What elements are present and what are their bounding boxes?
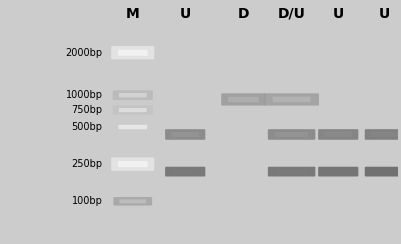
Text: D/U: D/U [277, 7, 305, 21]
FancyBboxPatch shape [267, 167, 314, 176]
Text: D: D [237, 7, 249, 21]
FancyBboxPatch shape [272, 97, 310, 102]
FancyBboxPatch shape [324, 132, 351, 137]
Text: 250bp: 250bp [71, 159, 102, 169]
FancyBboxPatch shape [263, 93, 318, 106]
FancyBboxPatch shape [118, 125, 147, 129]
FancyBboxPatch shape [221, 93, 265, 106]
Text: U: U [332, 7, 343, 21]
FancyBboxPatch shape [111, 157, 154, 171]
FancyBboxPatch shape [370, 169, 398, 174]
FancyBboxPatch shape [112, 90, 152, 100]
FancyBboxPatch shape [275, 169, 307, 174]
FancyBboxPatch shape [113, 197, 152, 206]
FancyBboxPatch shape [228, 97, 258, 102]
FancyBboxPatch shape [117, 50, 147, 56]
FancyBboxPatch shape [370, 132, 398, 137]
FancyBboxPatch shape [119, 93, 146, 97]
FancyBboxPatch shape [111, 46, 154, 60]
FancyBboxPatch shape [165, 167, 205, 176]
FancyBboxPatch shape [112, 105, 152, 115]
Text: 750bp: 750bp [71, 105, 102, 115]
Text: U: U [378, 7, 389, 21]
FancyBboxPatch shape [317, 167, 357, 176]
FancyBboxPatch shape [364, 167, 401, 176]
FancyBboxPatch shape [165, 129, 205, 140]
FancyBboxPatch shape [324, 169, 351, 174]
FancyBboxPatch shape [117, 161, 147, 167]
Text: 1000bp: 1000bp [65, 90, 102, 100]
FancyBboxPatch shape [364, 129, 401, 140]
FancyBboxPatch shape [171, 169, 198, 174]
FancyBboxPatch shape [317, 129, 357, 140]
Text: 500bp: 500bp [71, 122, 102, 132]
FancyBboxPatch shape [171, 132, 198, 137]
Text: M: M [126, 7, 139, 21]
FancyBboxPatch shape [111, 122, 153, 132]
FancyBboxPatch shape [119, 199, 146, 203]
Text: 100bp: 100bp [71, 196, 102, 206]
FancyBboxPatch shape [119, 108, 146, 112]
FancyBboxPatch shape [267, 129, 314, 140]
Text: U: U [179, 7, 190, 21]
Text: 2000bp: 2000bp [65, 48, 102, 58]
FancyBboxPatch shape [275, 132, 307, 137]
